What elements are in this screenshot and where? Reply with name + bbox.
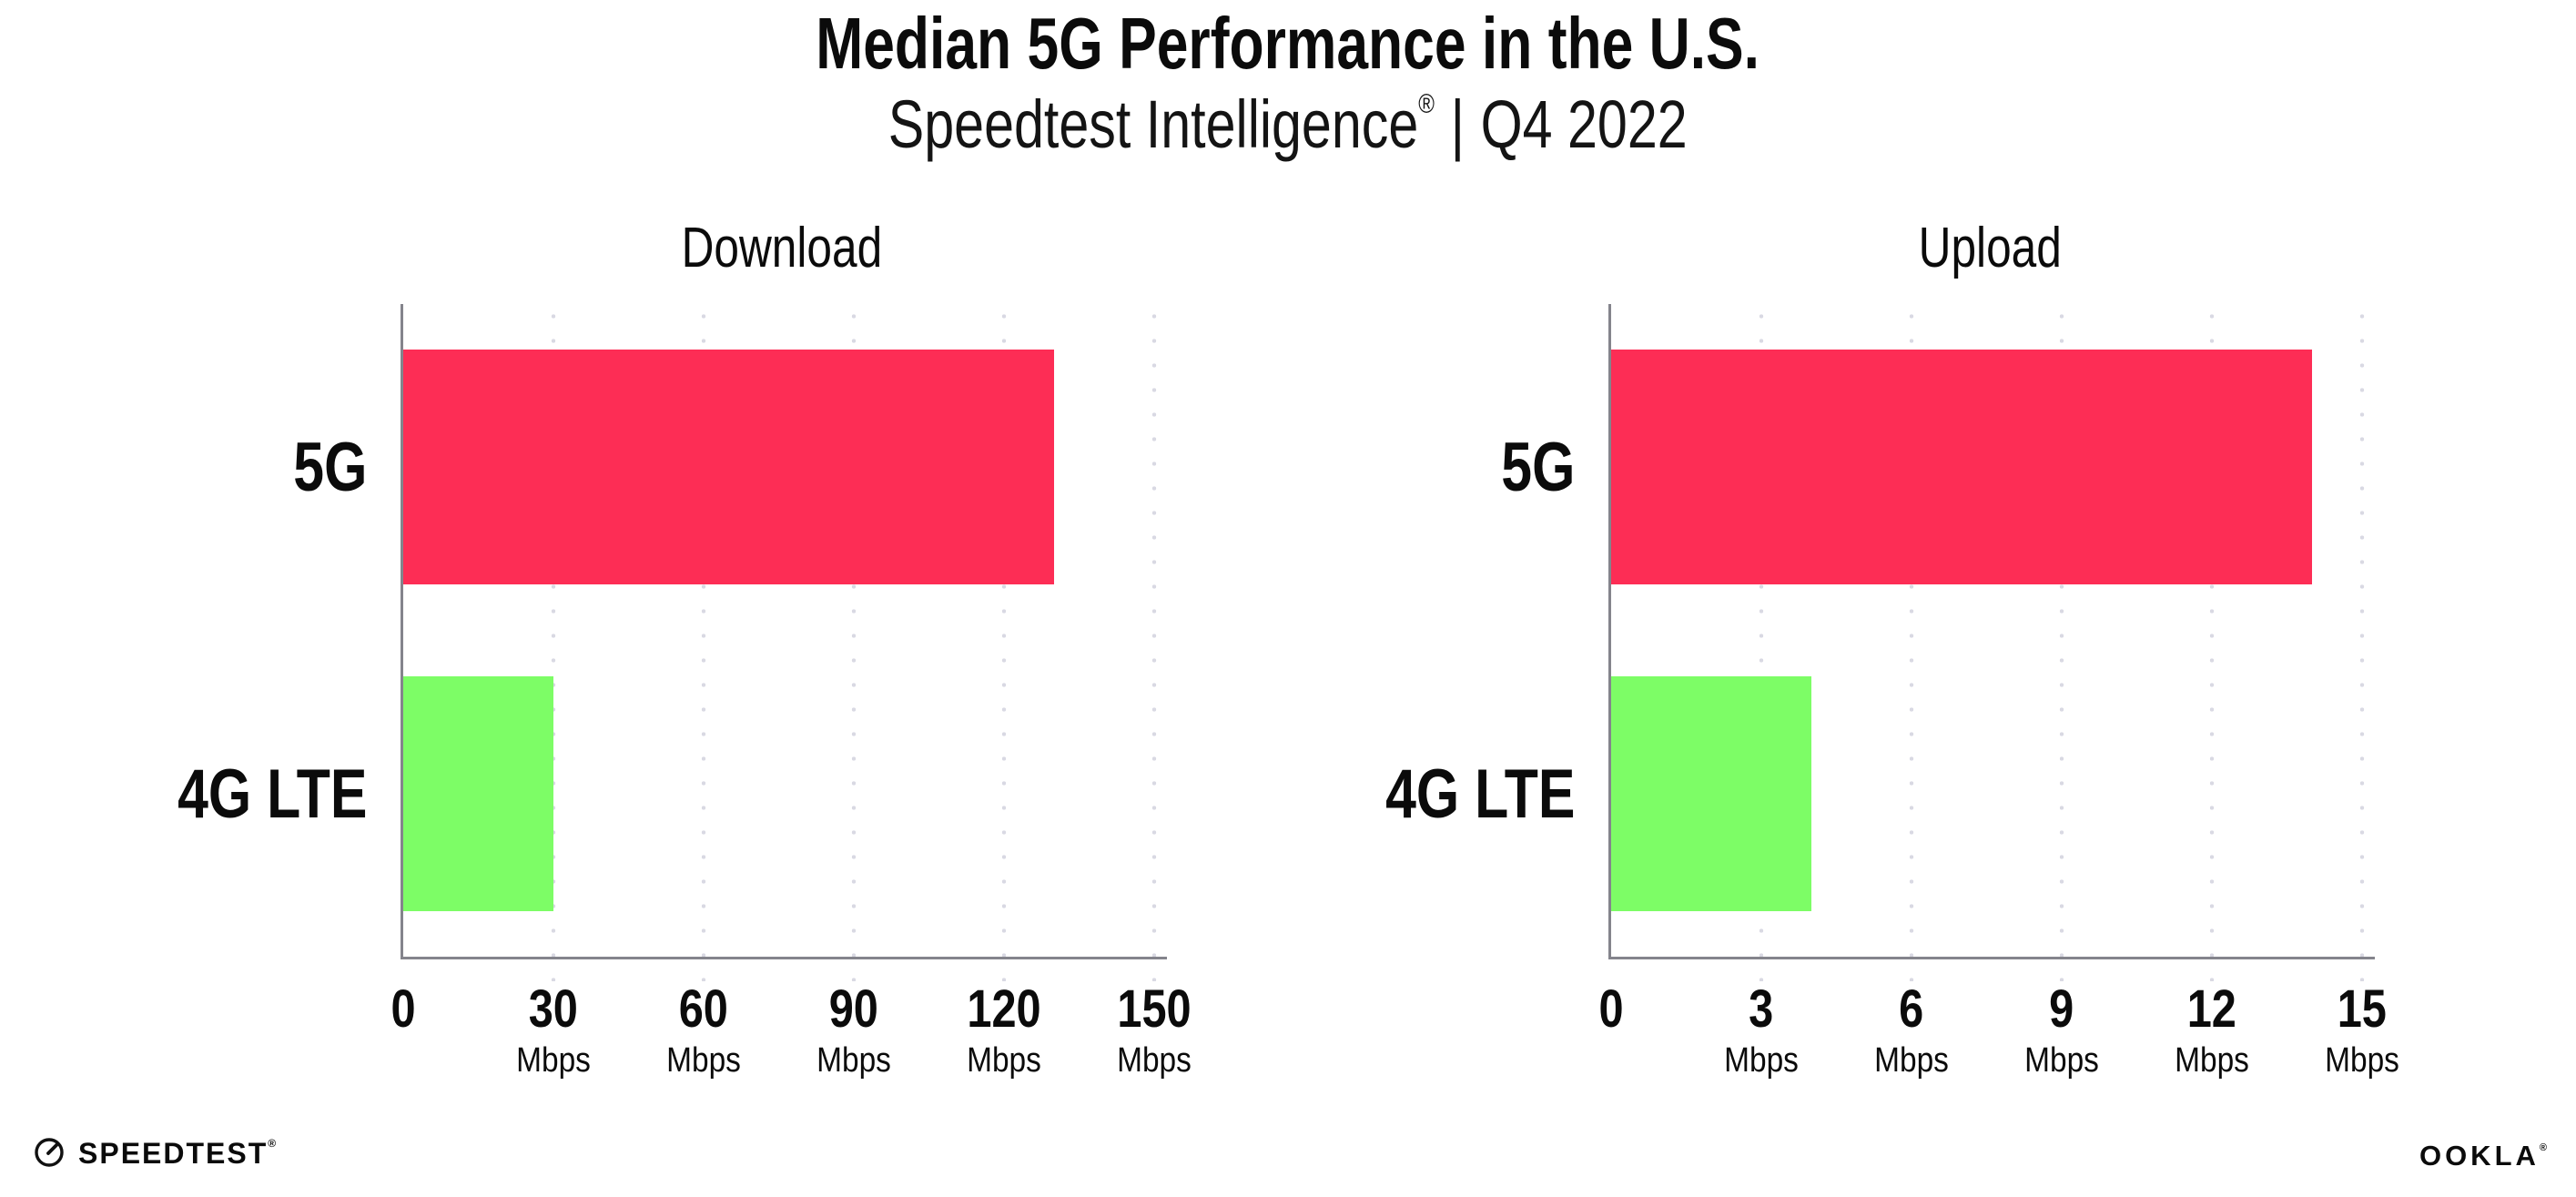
x-tick-9: 9 Mbps [2019, 979, 2104, 1080]
speedtest-logo: SPEEDTEST® [33, 1136, 276, 1169]
x-tick-value: 120 [967, 979, 1041, 1039]
x-tick-value: 90 [828, 979, 879, 1039]
gridline-9 [2059, 304, 2064, 981]
gridline-15 [2359, 304, 2365, 981]
registered-mark: ® [2539, 1142, 2547, 1153]
subtitle-brand: Speedtest Intelligence [888, 86, 1419, 162]
x-tick-150: 150 Mbps [1110, 979, 1198, 1080]
x-tick-unit: Mbps [1724, 1041, 1799, 1080]
subtitle-separator: | [1450, 86, 1465, 162]
gridline-90 [851, 304, 857, 981]
chart-row-5g: 5G [1501, 304, 2368, 631]
gridline-3 [1759, 304, 1764, 981]
page-subtitle: Speedtest Intelligence® | Q4 2022 [0, 91, 2576, 158]
x-tick-12: 12 Mbps [2169, 979, 2254, 1080]
category-label-5g: 5G [292, 428, 367, 506]
subtitle-period: Q4 2022 [1480, 86, 1688, 162]
x-tick-value: 30 [528, 979, 579, 1039]
chart-row-4g-lte: 4G LTE [1385, 631, 2368, 958]
page-title: Median 5G Performance in the U.S. [816, 3, 1760, 84]
chart-row-5g: 5G [293, 304, 1161, 631]
bar-5g [403, 350, 1054, 584]
gridline-6 [1909, 304, 1914, 981]
x-axis-line [1608, 957, 2375, 959]
upload-chart-plot: Upload 0 3 Mbps 6 Mbps 9 Mbps 12 Mbps 15 Mbps 5G 4G … [1385, 220, 2399, 1079]
speedtest-wordmark: SPEEDTEST® [78, 1136, 277, 1170]
x-tick-value: 9 [2049, 979, 2074, 1039]
x-tick-unit: Mbps [1116, 1041, 1192, 1080]
registered-mark: ® [268, 1136, 277, 1150]
ookla-logo: OOKLA® [2419, 1141, 2547, 1170]
x-tick-value: 15 [2337, 979, 2387, 1039]
y-axis-line [401, 304, 403, 959]
x-tick-15: 15 Mbps [2319, 979, 2404, 1080]
x-tick-value: 60 [678, 979, 729, 1039]
gridline-120 [1001, 304, 1007, 981]
x-tick-unit: Mbps [2324, 1041, 2399, 1080]
x-tick-unit: Mbps [2024, 1041, 2099, 1080]
gridline-30 [551, 304, 556, 981]
x-tick-unit: Mbps [966, 1041, 1041, 1080]
category-label-5g: 5G [1500, 428, 1575, 506]
x-tick-value: 12 [2186, 979, 2236, 1039]
ookla-wordmark: OOKLA [2419, 1140, 2540, 1172]
x-tick-value: 0 [390, 979, 416, 1039]
chart-row-4g-lte: 4G LTE [177, 631, 1161, 958]
x-tick-value: 0 [1598, 979, 1624, 1039]
gridline-60 [701, 304, 706, 981]
bar-4g-lte [403, 676, 553, 911]
x-tick-value: 6 [1899, 979, 1924, 1039]
x-tick-120: 120 Mbps [959, 979, 1048, 1080]
x-tick-90: 90 Mbps [811, 979, 896, 1080]
x-tick-6: 6 Mbps [1869, 979, 1953, 1080]
x-tick-unit: Mbps [1874, 1041, 1949, 1080]
x-tick-0: 0 [1597, 983, 1626, 1036]
y-axis-line [1608, 304, 1611, 959]
x-tick-unit: Mbps [666, 1041, 741, 1080]
x-tick-30: 30 Mbps [512, 979, 596, 1080]
category-label-4g-lte: 4G LTE [1384, 755, 1575, 833]
gauge-icon [35, 1138, 64, 1167]
x-tick-60: 60 Mbps [661, 979, 745, 1080]
bar-4g-lte [1611, 676, 1811, 911]
category-label-4g-lte: 4G LTE [177, 755, 367, 833]
x-tick-value: 3 [1749, 979, 1774, 1039]
x-tick-value: 150 [1117, 979, 1192, 1039]
x-tick-0: 0 [389, 983, 418, 1036]
x-tick-3: 3 Mbps [1719, 979, 1804, 1080]
download-chart-plot: Download 0 30 Mbps 60 Mbps 90 Mbps 120 Mbps 150 Mb… [177, 220, 1192, 1079]
x-tick-unit: Mbps [816, 1041, 891, 1080]
registered-mark: ® [1418, 89, 1435, 119]
download-chart-title: Download [681, 217, 883, 279]
gridline-12 [2209, 304, 2215, 981]
x-tick-unit: Mbps [516, 1041, 591, 1080]
x-axis-line [401, 957, 1167, 959]
gridline-150 [1151, 304, 1157, 981]
bar-5g [1611, 350, 2312, 584]
upload-chart-title: Upload [1918, 217, 2062, 279]
x-tick-unit: Mbps [2174, 1041, 2249, 1080]
